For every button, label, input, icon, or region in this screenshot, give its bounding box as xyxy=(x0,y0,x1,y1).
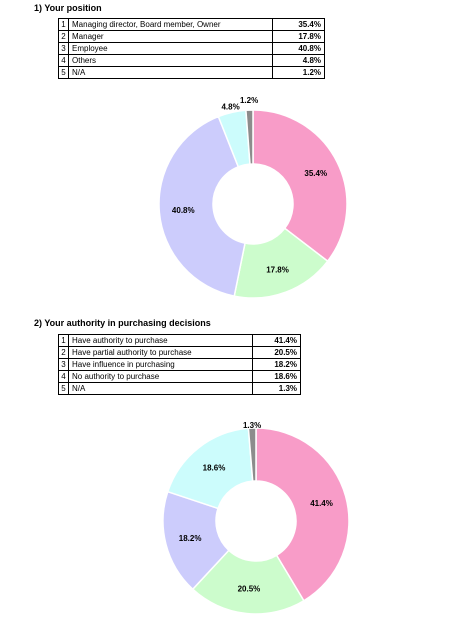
row-label: Have influence in purchasing xyxy=(68,358,253,371)
row-label: Have partial authority to purchase xyxy=(68,346,253,359)
donut-label: 17.8% xyxy=(266,266,289,275)
donut-slice-1 xyxy=(252,109,348,263)
donut-slice-3 xyxy=(158,115,246,297)
donut-label: 40.8% xyxy=(172,206,195,215)
table-row: 3 Have influence in purchasing 18.2% xyxy=(58,358,301,371)
row-percent: 40.8% xyxy=(272,42,325,55)
row-label: N/A xyxy=(68,66,273,79)
row-label: Others xyxy=(68,54,273,67)
section-title-position: 1) Your position xyxy=(34,3,102,13)
row-percent: 17.8% xyxy=(272,30,325,43)
row-percent: 41.4% xyxy=(252,334,301,347)
row-percent: 35.4% xyxy=(272,18,325,31)
row-number: 2 xyxy=(58,346,69,359)
donut-slice-5 xyxy=(245,109,254,165)
donut-label: 18.2% xyxy=(179,534,202,543)
row-label: Employee xyxy=(68,42,273,55)
row-percent: 18.2% xyxy=(252,358,301,371)
row-label: N/A xyxy=(68,382,253,395)
donut-label: 1.3% xyxy=(243,421,261,430)
donut-label: 4.8% xyxy=(221,103,239,112)
row-number: 4 xyxy=(58,54,69,67)
row-label: Manager xyxy=(68,30,273,43)
row-number: 5 xyxy=(58,382,69,395)
row-number: 5 xyxy=(58,66,69,79)
table-row: 5 N/A 1.3% xyxy=(58,382,301,395)
row-percent: 1.3% xyxy=(252,382,301,395)
authority-table: 1 Have authority to purchase 41.4% 2 Hav… xyxy=(58,334,301,395)
row-number: 3 xyxy=(58,42,69,55)
table-row: 2 Manager 17.8% xyxy=(58,30,325,43)
row-number: 2 xyxy=(58,30,69,43)
donut-slice-1 xyxy=(255,427,350,602)
table-row: 1 Managing director, Board member, Owner… xyxy=(58,18,325,31)
row-percent: 18.6% xyxy=(252,370,301,383)
donut-label: 18.6% xyxy=(203,464,226,473)
table-row: 1 Have authority to purchase 41.4% xyxy=(58,334,301,347)
donut-slice-5 xyxy=(247,427,257,482)
row-number: 3 xyxy=(58,358,69,371)
section-title-authority: 2) Your authority in purchasing decision… xyxy=(34,318,211,328)
position-table: 1 Managing director, Board member, Owner… xyxy=(58,18,325,79)
row-percent: 1.2% xyxy=(272,66,325,79)
row-number: 1 xyxy=(58,334,69,347)
row-label: Have authority to purchase xyxy=(68,334,253,347)
donut-label: 1.2% xyxy=(240,96,258,105)
row-number: 1 xyxy=(58,18,69,31)
donut-label: 41.4% xyxy=(310,499,333,508)
table-row: 4 No authority to purchase 18.6% xyxy=(58,370,301,383)
row-label: No authority to purchase xyxy=(68,370,253,383)
position-donut-chart: 35.4% 17.8% 40.8% 4.8%1.2% xyxy=(158,96,348,299)
donut-slice-2 xyxy=(233,227,329,299)
donut-label: 20.5% xyxy=(238,585,261,594)
table-row: 2 Have partial authority to purchase 20.… xyxy=(58,346,301,359)
donut-slice-2 xyxy=(191,549,305,615)
table-row: 3 Employee 40.8% xyxy=(58,42,325,55)
row-number: 4 xyxy=(58,370,69,383)
table-row: 4 Others 4.8% xyxy=(58,54,325,67)
table-row: 5 N/A 1.2% xyxy=(58,66,325,79)
donut-label: 35.4% xyxy=(304,169,327,178)
row-percent: 20.5% xyxy=(252,346,301,359)
row-percent: 4.8% xyxy=(272,54,325,67)
authority-donut-chart: 41.4% 20.5% 18.2% 18.6% 1.3% xyxy=(162,421,350,615)
donut-slice-3 xyxy=(162,490,230,591)
donut-slice-4 xyxy=(166,427,254,510)
row-label: Managing director, Board member, Owner xyxy=(68,18,273,31)
